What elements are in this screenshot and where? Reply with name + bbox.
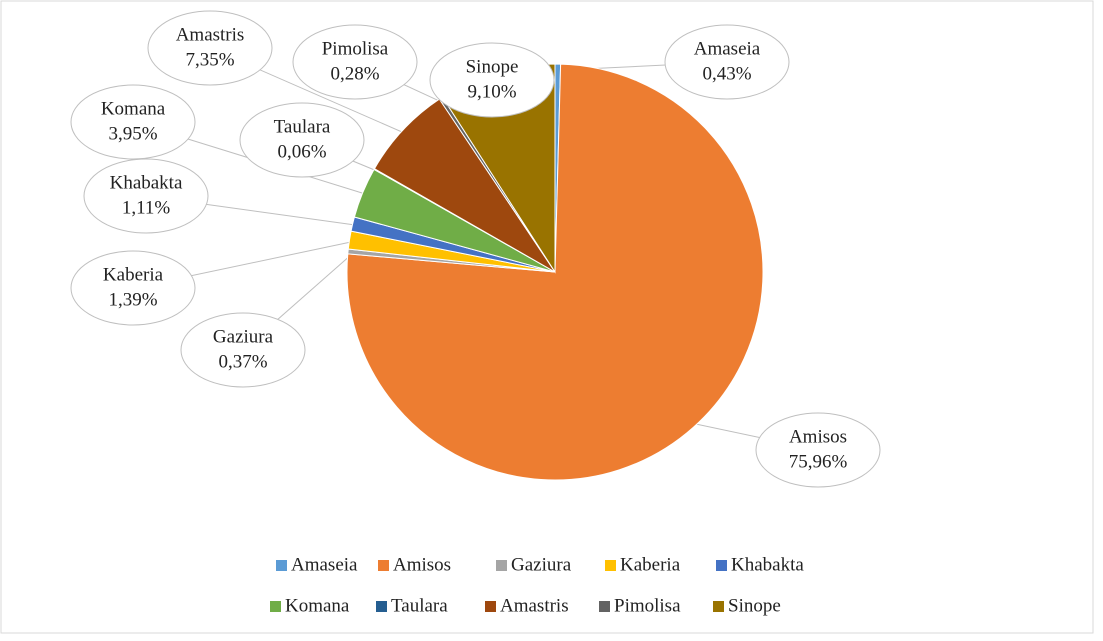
legend-marker bbox=[378, 560, 389, 571]
legend-marker bbox=[599, 601, 610, 612]
callout-bubble bbox=[239, 102, 365, 178]
legend-label: Sinope bbox=[728, 595, 781, 616]
data-label-value: 0,06% bbox=[277, 141, 326, 162]
data-label-name: Amisos bbox=[789, 426, 847, 447]
legend-marker bbox=[716, 560, 727, 571]
callout-bubble bbox=[180, 312, 306, 388]
data-label-value: 3,95% bbox=[108, 123, 157, 144]
data-label-name: Amastris bbox=[176, 24, 245, 45]
callout-bubble bbox=[70, 250, 196, 326]
callout-bubble bbox=[664, 24, 790, 100]
legend-label: Komana bbox=[285, 595, 350, 616]
data-label-value: 9,10% bbox=[467, 81, 516, 102]
data-label-name: Gaziura bbox=[213, 326, 274, 347]
data-label-value: 0,28% bbox=[330, 63, 379, 84]
legend-marker bbox=[605, 560, 616, 571]
legend-label: Pimolisa bbox=[614, 595, 681, 616]
legend-marker bbox=[270, 601, 281, 612]
legend-marker bbox=[276, 560, 287, 571]
legend-marker bbox=[485, 601, 496, 612]
callout-bubble bbox=[755, 412, 881, 488]
callout-bubble bbox=[292, 24, 418, 100]
legend-label: Kaberia bbox=[620, 554, 681, 575]
data-label-value: 75,96% bbox=[789, 451, 848, 472]
legend-label: Khabakta bbox=[731, 554, 804, 575]
legend-label: Amastris bbox=[500, 595, 569, 616]
data-label-name: Taulara bbox=[274, 116, 331, 137]
data-label-name: Sinope bbox=[466, 56, 519, 77]
data-label-name: Pimolisa bbox=[322, 38, 389, 59]
legend-label: Amaseia bbox=[291, 554, 358, 575]
legend-marker bbox=[496, 560, 507, 571]
data-label-name: Komana bbox=[101, 98, 166, 119]
callout-bubble bbox=[147, 10, 273, 86]
legend-marker bbox=[376, 601, 387, 612]
data-label-name: Khabakta bbox=[110, 172, 183, 193]
callout-bubble bbox=[83, 158, 209, 234]
data-label-value: 0,43% bbox=[702, 63, 751, 84]
data-label-name: Kaberia bbox=[103, 264, 164, 285]
legend-label: Gaziura bbox=[511, 554, 572, 575]
legend-label: Amisos bbox=[393, 554, 451, 575]
data-label-value: 7,35% bbox=[185, 49, 234, 70]
legend-marker bbox=[713, 601, 724, 612]
data-label-value: 1,39% bbox=[108, 289, 157, 310]
data-label-name: Amaseia bbox=[694, 38, 761, 59]
data-label-value: 0,37% bbox=[218, 351, 267, 372]
legend-label: Taulara bbox=[391, 595, 448, 616]
callout-bubble bbox=[70, 84, 196, 160]
callout-bubble bbox=[429, 42, 555, 118]
data-label-value: 1,11% bbox=[122, 197, 171, 218]
